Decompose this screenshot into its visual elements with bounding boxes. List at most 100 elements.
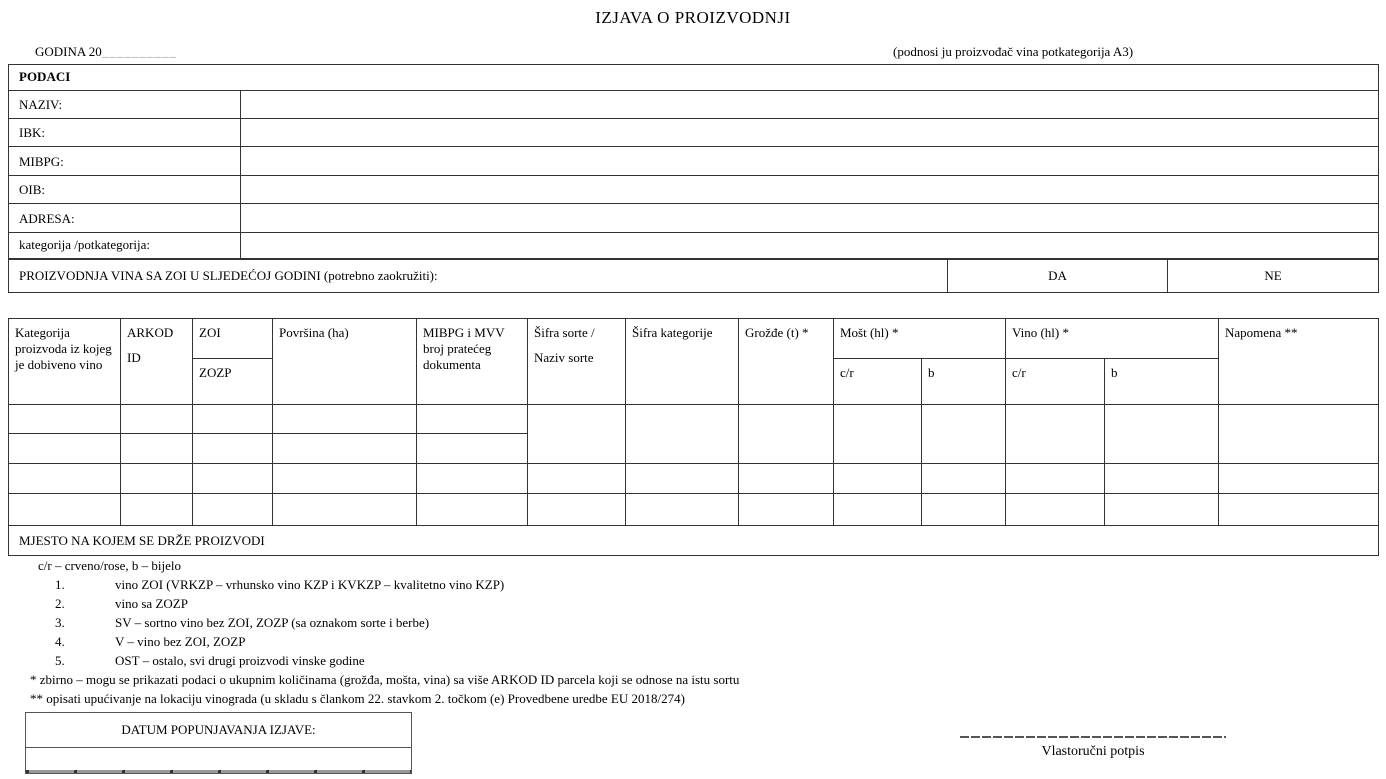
podaci-table: PODACI NAZIV: IBK: MIBPG: OIB: ADRESA: k… — [8, 64, 1379, 259]
col-header-grozde: Grožđe (t) * — [738, 318, 834, 405]
podaci-label-ibk: IBK: — [8, 118, 241, 147]
cell-field-r4-vino-b[interactable] — [1104, 493, 1219, 526]
oib-value-field[interactable] — [240, 175, 1379, 204]
footnote-text-1: vino ZOI (VRKZP – vrhunsko vino KZP i KV… — [115, 577, 505, 592]
col-header-most-b: b — [921, 358, 1006, 405]
cell-field-r1-vino-cr[interactable] — [1005, 404, 1105, 464]
cell-field-r1-sifra-sorte[interactable] — [527, 404, 626, 464]
footnote-item-5: 5. OST – ostalo, svi drugi proizvodi vins… — [0, 651, 1380, 670]
footnote-num-3: 3. — [55, 615, 65, 630]
year-label: GODINA 20__________ — [35, 44, 177, 60]
cell-field-r3-arkod[interactable] — [120, 463, 193, 494]
cell-field-r1-mibpg[interactable] — [416, 404, 528, 434]
sifra-sorte-line2: Naziv sorte — [534, 350, 594, 365]
cell-field-r1-sifra-kategorije[interactable] — [625, 404, 739, 464]
adresa-value-field[interactable] — [240, 203, 1379, 233]
cell-field-r3-vino-cr[interactable] — [1005, 463, 1105, 494]
cell-field-r1-arkod[interactable] — [120, 404, 193, 434]
footnote-star: * zbirno – mogu se prikazati podaci o uk… — [30, 672, 740, 687]
arkod-line1: ARKOD — [127, 325, 174, 340]
zoi-question-table: PROIZVODNJA VINA SA ZOI U SLJEDEĆOJ GODI… — [8, 259, 1379, 293]
year-blank-field[interactable]: __________ — [101, 44, 177, 59]
col-header-vino-b: b — [1104, 358, 1219, 405]
col-header-povrsina: Površina (ha) — [272, 318, 417, 405]
cell-field-r1-zoi-zozp[interactable] — [192, 404, 273, 434]
cell-field-r1-napomena[interactable] — [1218, 404, 1379, 464]
cell-field-r3-grozde[interactable] — [738, 463, 834, 494]
cell-field-r2-kategorija[interactable] — [8, 433, 121, 464]
cell-field-r4-zoi-zozp[interactable] — [192, 493, 273, 526]
sifra-sorte-line1: Šifra sorte / — [534, 325, 595, 340]
col-header-zozp: ZOZP — [192, 358, 273, 405]
col-header-vino: Vino (hl) * — [1005, 318, 1219, 359]
arkod-line2: ID — [127, 350, 141, 365]
cell-field-r4-grozde[interactable] — [738, 493, 834, 526]
footnote-num-5: 5. — [55, 653, 65, 668]
kategorija-value-field[interactable] — [240, 232, 1379, 259]
cell-field-r1-vino-b[interactable] — [1104, 404, 1219, 464]
cell-field-r2-arkod[interactable] — [120, 433, 193, 464]
datum-bottom-ticks — [26, 770, 411, 773]
col-header-zoi: ZOI — [192, 318, 273, 359]
cell-field-r4-sifra-kategorije[interactable] — [625, 493, 739, 526]
ne-option[interactable]: NE — [1167, 259, 1379, 293]
cell-field-r4-napomena[interactable] — [1218, 493, 1379, 526]
footnote-legend: c/r – crveno/rose, b – bijelo — [38, 558, 181, 573]
naziv-value-field[interactable] — [240, 90, 1379, 119]
datum-value-field[interactable] — [26, 748, 411, 770]
footnote-text-5: OST – ostalo, svi drugi proizvodi vinske… — [115, 653, 365, 668]
cell-field-r4-kategorija[interactable] — [8, 493, 121, 526]
footnote-item-3: 3. SV – sortno vino bez ZOI, ZOZP (sa ozn… — [0, 613, 1380, 632]
production-table: Kategorija proizvoda iz kojeg je dobiven… — [8, 318, 1379, 556]
col-header-most-cr: c/r — [833, 358, 922, 405]
cell-field-r3-kategorija[interactable] — [8, 463, 121, 494]
cell-field-r1-most-b[interactable] — [921, 404, 1006, 464]
podaci-label-mibpg: MIBPG: — [8, 146, 241, 176]
da-option[interactable]: DA — [947, 259, 1168, 293]
footnote-num-2: 2. — [55, 596, 65, 611]
cell-field-r4-vino-cr[interactable] — [1005, 493, 1105, 526]
year-label-text: GODINA 20 — [35, 44, 102, 59]
cell-field-r3-most-b[interactable] — [921, 463, 1006, 494]
cell-field-r4-sifra-sorte[interactable] — [527, 493, 626, 526]
cell-field-r1-kategorija[interactable] — [8, 404, 121, 434]
signature-label: Vlastoručni potpis — [1041, 744, 1145, 759]
cell-field-r2-zoi-zozp[interactable] — [192, 433, 273, 464]
signature-line[interactable] — [960, 736, 1226, 738]
cell-field-r4-povrsina[interactable] — [272, 493, 417, 526]
cell-field-r3-vino-b[interactable] — [1104, 463, 1219, 494]
cell-field-r3-mibpg[interactable] — [416, 463, 528, 494]
cell-field-r3-sifra-kategorije[interactable] — [625, 463, 739, 494]
col-header-napomena: Napomena ** — [1218, 318, 1379, 405]
col-header-most: Mošt (hl) * — [833, 318, 1006, 359]
ibk-value-field[interactable] — [240, 118, 1379, 147]
cell-field-r1-povrsina[interactable] — [272, 404, 417, 434]
col-header-mibpg-mvv: MIBPG i MVV broj pratećeg dokumenta — [416, 318, 528, 405]
footnote-text-3: SV – sortno vino bez ZOI, ZOZP (sa oznak… — [115, 615, 430, 630]
cell-field-r4-most-b[interactable] — [921, 493, 1006, 526]
footnote-item-2: 2. vino sa ZOZP — [0, 594, 1380, 613]
cell-field-r4-most-cr[interactable] — [833, 493, 922, 526]
cell-field-r3-povrsina[interactable] — [272, 463, 417, 494]
cell-field-r3-most-cr[interactable] — [833, 463, 922, 494]
cell-field-r4-mibpg[interactable] — [416, 493, 528, 526]
podaci-label-oib: OIB: — [8, 175, 241, 204]
cell-field-r3-sifra-sorte[interactable] — [527, 463, 626, 494]
podaci-label-naziv: NAZIV: — [8, 90, 241, 119]
col-header-vino-cr: c/r — [1005, 358, 1105, 405]
cell-field-r1-grozde[interactable] — [738, 404, 834, 464]
cell-field-r2-povrsina[interactable] — [272, 433, 417, 464]
footnote-num-4: 4. — [55, 634, 65, 649]
footnote-item-1: 1. vino ZOI (VRKZP – vrhunsko vino KZP i … — [0, 575, 1380, 594]
cell-field-r3-zoi-zozp[interactable] — [192, 463, 273, 494]
footnote-double-star: ** opisati upućivanje na lokaciju vinogr… — [30, 691, 685, 706]
zoi-question-label: PROIZVODNJA VINA SA ZOI U SLJEDEĆOJ GODI… — [8, 259, 948, 293]
cell-field-r2-mibpg[interactable] — [416, 433, 528, 464]
mibpg-value-field[interactable] — [240, 146, 1379, 176]
cell-field-r1-most-cr[interactable] — [833, 404, 922, 464]
cell-field-r3-napomena[interactable] — [1218, 463, 1379, 494]
cell-field-r4-arkod[interactable] — [120, 493, 193, 526]
datum-box: DATUM POPUNJAVANJA IZJAVE: — [25, 712, 412, 774]
subcategory-note: (podnosi ju proizvođač vina potkategorij… — [893, 44, 1134, 59]
col-header-sifra-sorte: Šifra sorte / Naziv sorte — [527, 318, 626, 405]
